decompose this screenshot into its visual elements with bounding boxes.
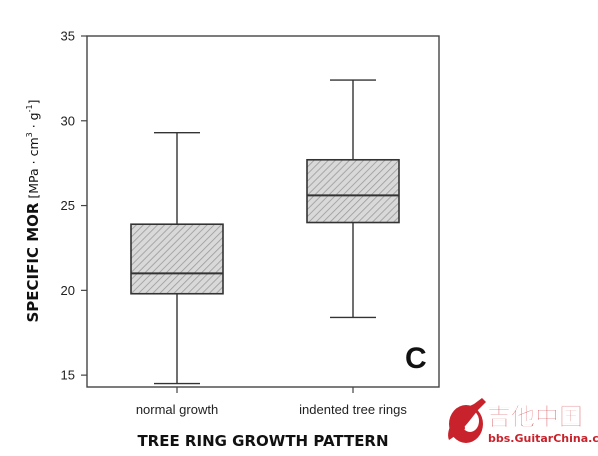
y-tick-label: 20 (61, 283, 75, 298)
x-tick-label: normal growth (136, 402, 218, 417)
boxes (130, 79, 400, 385)
x-axis-title: TREE RING GROWTH PATTERN (137, 432, 388, 450)
watermark-url: bbs.GuitarChina.com (488, 432, 598, 445)
y-axis-unit-sup1: 3 (25, 132, 34, 137)
y-axis-title: SPECIFIC MOR [MPa · cm3 · g-1] (24, 100, 42, 323)
y-axis-unit-mid: · g (26, 112, 41, 132)
y-axis-title-main: SPECIFIC MOR (24, 202, 42, 322)
y-tick-label: 30 (61, 113, 75, 128)
y-tick-label: 35 (61, 29, 75, 44)
guitar-logo-icon (448, 398, 486, 443)
iqr-box (306, 158, 400, 224)
y-tick-label: 15 (61, 368, 75, 383)
watermark: 吉他中国 bbs.GuitarChina.com (448, 398, 598, 445)
y-axis-unit-prefix: [MPa · cm (26, 137, 41, 202)
plot-frame (86, 35, 440, 388)
iqr-box (130, 223, 224, 295)
y-axis-unit-suffix: ] (26, 100, 41, 105)
x-tick-label: indented tree rings (299, 402, 407, 417)
y-axis: 15 20 25 30 35 (61, 29, 87, 383)
x-axis: normal growth indented tree rings (136, 387, 407, 417)
box-group (130, 131, 224, 385)
panel-label: C (405, 342, 427, 375)
box-group (306, 79, 400, 319)
y-tick-label: 25 (61, 198, 75, 213)
watermark-name: 吉他中国 (487, 403, 583, 431)
y-axis-unit-sup2: -1 (25, 104, 34, 112)
